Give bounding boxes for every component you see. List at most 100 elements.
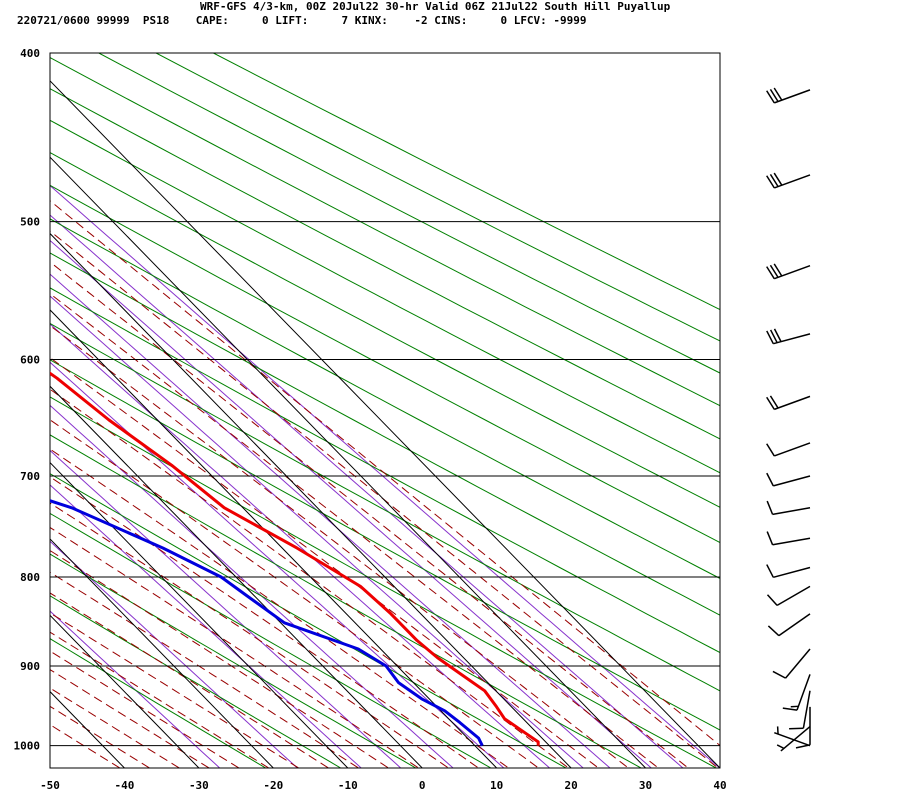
dry-adiabat-line [155, 53, 720, 342]
sounding-indices: 220721/0600 99999 PS18 CAPE: 0 LIFT: 7 K… [17, 14, 587, 27]
wind-barbs [766, 87, 811, 752]
dry-adiabat-line [50, 56, 720, 407]
mixing-ratio-line [50, 273, 611, 768]
temperature-profile-line [50, 371, 540, 746]
moist-adiabat-line [50, 448, 510, 768]
wind-barb [776, 725, 811, 752]
moist-adiabat-line [50, 669, 211, 768]
pressure-tick-label: 400 [20, 47, 40, 60]
temperature-tick-label: 20 [564, 779, 577, 792]
wind-barb [767, 613, 811, 637]
dry-adiabat-line [50, 287, 720, 654]
plot-border [49, 52, 721, 769]
wind-barb [766, 328, 811, 345]
profiles [50, 371, 540, 747]
temperature-tick-label: -10 [338, 779, 358, 792]
wind-barb [772, 648, 811, 679]
dry-adiabat-line [50, 151, 720, 508]
moist-adiabat-line [50, 687, 181, 768]
wind-barb [766, 172, 811, 189]
wind-barb [766, 263, 811, 280]
dry-adiabat-line [212, 53, 720, 311]
moist-adiabat-line [50, 230, 719, 768]
dry-adiabat-line [50, 218, 720, 580]
dry-adiabat-line [50, 638, 267, 768]
temperature-tick-label: 40 [713, 779, 726, 792]
wind-barb [766, 87, 811, 104]
wind-barb [766, 500, 811, 516]
mixing-ratio-line [50, 239, 653, 768]
pressure-tick-label: 700 [20, 470, 40, 483]
temperature-tick-label: 0 [419, 779, 426, 792]
temperature-tick-label: -50 [40, 779, 60, 792]
wind-barb [782, 674, 811, 711]
moist-adiabat-line [50, 650, 240, 768]
dry-adiabat-line [50, 119, 720, 474]
mixing-ratio-line [50, 214, 684, 768]
dry-adiabat-line [50, 553, 417, 768]
temperature-tick-label: 10 [490, 779, 503, 792]
dry-adiabat-line [50, 512, 492, 768]
background-lines [50, 53, 720, 768]
pressure-tick-label: 900 [20, 660, 40, 673]
temperature-tick-label: -20 [263, 779, 283, 792]
moist-adiabat-line [50, 419, 540, 768]
dry-adiabat-line [50, 473, 568, 768]
isotherm-line [50, 385, 423, 768]
mixing-ratio-line [50, 184, 720, 768]
pressure-tick-label: 500 [20, 216, 40, 229]
mixing-ratio-line [50, 361, 505, 768]
moist-adiabat-line [50, 592, 330, 768]
dry-adiabat-line [97, 53, 720, 374]
dry-adiabat-line [50, 184, 720, 544]
isotherm-line [50, 461, 349, 768]
temperature-tick-label: -30 [189, 779, 209, 792]
dry-adiabat-line [50, 396, 718, 768]
temperature-tick-label: 30 [639, 779, 652, 792]
wind-barb [766, 531, 811, 546]
wind-barb [766, 585, 811, 607]
temperature-tick-label: -40 [115, 779, 135, 792]
chart-title: WRF-GFS 4/3-km, 00Z 20Jul22 30-hr Valid … [200, 0, 671, 13]
moist-adiabat-line [50, 261, 689, 768]
moist-adiabat-line [50, 476, 480, 768]
pressure-tick-label: 600 [20, 354, 40, 367]
mixing-ratio-line [50, 449, 402, 768]
pressure-tick-label: 800 [20, 571, 40, 584]
moist-adiabat-line [50, 549, 390, 768]
moist-adiabat-line [50, 388, 570, 768]
moist-adiabat-line [50, 200, 720, 747]
dry-adiabat-line [50, 88, 720, 440]
moist-adiabat-line [50, 631, 270, 768]
wind-barb [766, 564, 811, 579]
grid [50, 53, 720, 768]
dewpoint-profile-line [50, 499, 484, 747]
isotherm-line [50, 614, 200, 768]
tick-labels: 400 500 600 700 800 900 1000 -50 -40 -30 -20 -10 0 10… [14, 47, 727, 792]
moist-adiabat-line [50, 612, 300, 768]
wind-barb [774, 726, 811, 747]
pressure-tick-label: 1000 [14, 740, 41, 753]
isotherm-line [50, 538, 274, 768]
mixing-ratio-line [50, 484, 362, 768]
dry-adiabat-line [50, 434, 643, 768]
mixing-ratio-line [50, 323, 551, 768]
dry-adiabat-line [50, 359, 720, 731]
isotherm-line [50, 690, 125, 768]
dry-adiabat-line [50, 595, 342, 768]
wind-barb [766, 442, 811, 457]
moist-adiabat-line [50, 292, 660, 768]
moist-adiabat-line [50, 571, 360, 768]
dry-adiabat-line [50, 252, 720, 616]
moist-adiabat-line [50, 502, 450, 768]
chart-header: WRF-GFS 4/3-km, 00Z 20Jul22 30-hr Valid … [0, 0, 900, 34]
isotherm-line [50, 309, 498, 768]
isotherm-line [50, 232, 572, 768]
wind-barb [766, 395, 811, 411]
wind-barb [789, 690, 811, 730]
mixing-ratio-line [50, 540, 299, 768]
isotherm-line [50, 156, 646, 768]
isotherm-line [50, 80, 720, 768]
moist-adiabat-line [50, 357, 600, 768]
